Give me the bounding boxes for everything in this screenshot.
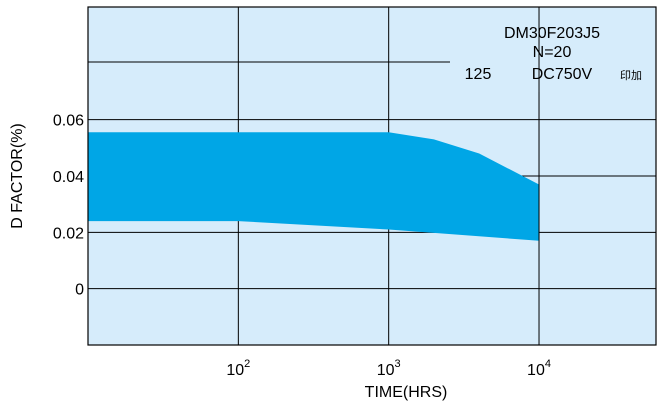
x-tick-label: 104 — [527, 358, 551, 379]
y-tick-label: 0.04 — [53, 169, 84, 186]
annotation-voltage: DC750V — [532, 66, 593, 83]
y-axis-title: D FACTOR(%) — [9, 123, 26, 228]
y-tick-label: 0 — [75, 282, 84, 299]
x-tick-exponent: 3 — [395, 358, 401, 370]
annotation-temp: 125 — [465, 66, 492, 83]
y-tick-label: 0.02 — [53, 225, 84, 242]
annotation-lines — [88, 61, 540, 241]
annotation-model: DM30F203J5 — [504, 25, 600, 42]
x-tick-exponent: 2 — [244, 358, 250, 370]
annotation-applied: 印加 — [620, 69, 642, 82]
plot-frame — [87, 6, 657, 346]
y-tick-label: 0.06 — [53, 113, 84, 130]
x-tick-label: 103 — [377, 358, 401, 379]
x-axis-title: TIME(HRS) — [365, 384, 448, 401]
x-tick-label: 102 — [226, 358, 250, 379]
d-factor-band — [88, 132, 539, 241]
annotation-count: N=20 — [533, 44, 572, 61]
x-tick-exponent: 4 — [545, 358, 551, 370]
